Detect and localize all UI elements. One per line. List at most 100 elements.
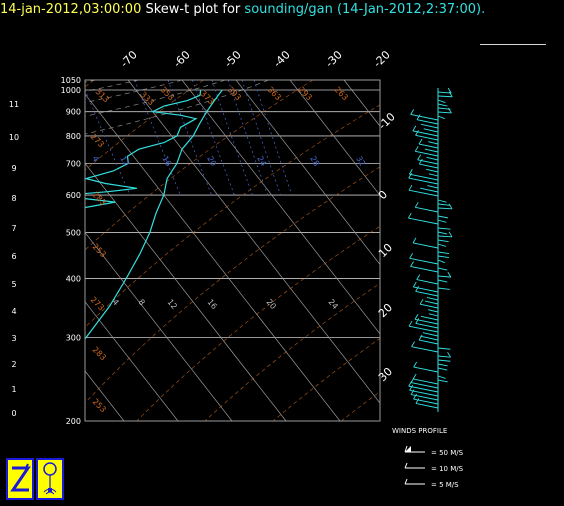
wind-barb [411, 346, 439, 353]
wind-barb [423, 128, 439, 133]
dry-adiabat-line [85, 166, 380, 404]
temperature-tick-label: 10 [376, 241, 395, 260]
height-tick-label: 1 [11, 385, 16, 394]
wind-barb [414, 318, 439, 325]
legend-barb-tick [404, 478, 408, 485]
wind-barb [426, 297, 439, 301]
wind-barb [437, 95, 453, 98]
wind-barb [437, 91, 452, 94]
dewpoint-profile-line [85, 89, 202, 209]
wind-barb [411, 382, 439, 389]
wind-barb [408, 177, 439, 185]
wind-barb [418, 143, 439, 149]
moist-adiabat-line [0, 80, 52, 375]
theta-label: 283 [91, 190, 108, 207]
isotherm-line [85, 231, 233, 421]
wind-barb [409, 257, 439, 265]
wind-barb-flag [413, 361, 418, 368]
zoom-logo-icon[interactable] [6, 458, 34, 500]
mixing-ratio-line [253, 80, 293, 196]
dewpoint-label: 24 [326, 298, 339, 312]
wind-barb-flag [447, 87, 452, 94]
temperature-tick-label: -30 [323, 48, 345, 70]
wind-barb-flag [447, 351, 451, 358]
theta-label: 313 [94, 87, 111, 104]
wind-barb [415, 402, 439, 409]
plot-area [0, 80, 380, 421]
wind-barb-flag [412, 125, 417, 132]
wind-barb-flag [408, 380, 413, 387]
theta-label: 253 [91, 397, 108, 414]
wind-barb [415, 206, 439, 213]
balloon-logo-icon[interactable] [36, 458, 64, 500]
wind-barb [437, 207, 453, 210]
wind-barb-flag [410, 389, 415, 395]
wind-barb-flag [409, 385, 413, 391]
wind-barb [437, 347, 451, 350]
height-tick-label: 6 [11, 252, 16, 261]
height-tick-label: 7 [11, 224, 16, 233]
mixing-ratio-label: 32 [354, 155, 367, 168]
pressure-tick-label: 1050 [61, 76, 81, 85]
mixing-ratio-label: 20 [205, 155, 218, 168]
isotherm-line [85, 93, 341, 421]
temperature-tick-label: -10 [376, 110, 398, 132]
mixing-ratio-line [167, 80, 212, 196]
wind-barb-flag [418, 158, 423, 165]
height-tick-label: 11 [9, 100, 19, 109]
wind-barb [420, 315, 439, 321]
temperature-tick-label: 0 [376, 188, 390, 202]
wind-barb [437, 107, 451, 110]
wind-barb [437, 199, 447, 203]
wind-barb-flag [408, 184, 413, 191]
wind-barb [419, 163, 439, 169]
wind-barb [419, 339, 439, 345]
isotherm-line [0, 80, 70, 421]
wind-barb-flag [415, 130, 419, 136]
mixing-ratio-line [227, 80, 269, 196]
theta-label: 283 [91, 345, 108, 362]
wind-barb [427, 185, 439, 189]
theta-label: 253 [91, 242, 108, 259]
pressure-tick-label: 300 [66, 334, 81, 343]
wind-barb [412, 242, 439, 249]
theta-label: 273 [89, 132, 106, 149]
wind-barb-flag [411, 341, 415, 347]
wind-barb [437, 103, 448, 107]
wind-barb-flag [419, 298, 424, 305]
wind-barb [437, 215, 449, 219]
temperature-tick-label: -70 [118, 48, 140, 70]
isotherm-line [0, 80, 16, 421]
wind-barb [415, 322, 439, 329]
wind-barb [408, 325, 439, 333]
wind-barb [437, 231, 448, 235]
wind-barb [415, 134, 439, 141]
wind-barb [437, 255, 450, 259]
wind-barb-flag [414, 202, 419, 208]
wind-barb [437, 235, 453, 238]
wind-barb [437, 227, 451, 230]
wind-barb [428, 141, 439, 145]
wind-barb [408, 385, 439, 393]
wind-barb [437, 239, 449, 243]
legend-barb-tick [404, 462, 408, 469]
wind-barb [437, 251, 450, 255]
wind-barb [437, 367, 448, 371]
wind-barb [437, 99, 446, 103]
wind-barb [428, 173, 439, 177]
wind-barb [420, 187, 439, 193]
wind-barb-flag [414, 314, 419, 320]
pressure-tick-label: 400 [66, 274, 81, 283]
winds-legend-label: = 10 M/S [431, 465, 464, 473]
wind-barb-flag [410, 261, 414, 267]
header-label: Skew-t plot for [145, 2, 241, 17]
wind-barb [437, 355, 451, 358]
height-tick-label: 5 [11, 280, 16, 289]
wind-barb [437, 375, 446, 379]
wind-barb [420, 123, 439, 129]
wind-barb [410, 266, 439, 273]
wind-barb [422, 332, 439, 337]
wind-barb-flag [417, 154, 422, 160]
wind-barb [437, 363, 448, 367]
